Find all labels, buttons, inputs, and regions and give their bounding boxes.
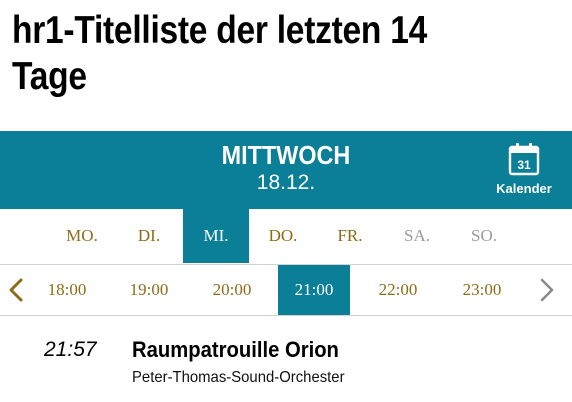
weekday-di[interactable]: DI.	[137, 226, 161, 245]
track-title: Raumpatrouille Orion	[132, 337, 339, 362]
calendar-label: Kalender	[496, 181, 552, 196]
track-list-item: 21:57 Raumpatrouille Orion Peter-Thomas-…	[0, 332, 572, 392]
prev-hour-button[interactable]	[2, 265, 30, 315]
chevron-left-icon	[9, 278, 23, 302]
day-header: MITTWOCH 18.12. 31 Kalender	[0, 131, 572, 209]
track-artist: Peter-Thomas-Sound-Orchester	[132, 369, 345, 386]
calendar-button[interactable]: 31 Kalender	[486, 142, 562, 202]
time-selector: 18:00 19:00 20:00 21:00 22:00 23:00	[0, 264, 572, 316]
weekday-fr[interactable]: FR.	[337, 226, 363, 245]
calendar-icon: 31	[508, 143, 540, 176]
weekday-mi[interactable]: MI.	[183, 209, 249, 263]
time-slot-2200[interactable]: 22:00	[378, 280, 418, 299]
next-hour-button[interactable]	[533, 265, 561, 315]
time-slot-2000[interactable]: 20:00	[212, 280, 252, 299]
chevron-right-icon	[540, 278, 554, 302]
calendar-icon-number: 31	[517, 158, 531, 172]
time-slot-1900[interactable]: 19:00	[129, 280, 169, 299]
time-slot-2100[interactable]: 21:00	[278, 265, 350, 315]
weekday-sa: SA.	[404, 226, 430, 245]
time-slot-2300[interactable]: 23:00	[462, 280, 502, 299]
weekday-selector: MO. DI. MI. DO. FR. SA. SO.	[0, 209, 572, 263]
day-date: 18.12.	[256, 171, 316, 194]
weekday-do[interactable]: DO.	[268, 226, 298, 245]
weekday-mo[interactable]: MO.	[66, 226, 98, 245]
track-time: 21:57	[44, 338, 97, 361]
time-slot-1800[interactable]: 18:00	[47, 280, 87, 299]
day-name: MITTWOCH	[221, 140, 351, 170]
weekday-so: SO.	[471, 226, 497, 245]
page-title: hr1-Titelliste der letzten 14 Tage	[12, 9, 428, 98]
